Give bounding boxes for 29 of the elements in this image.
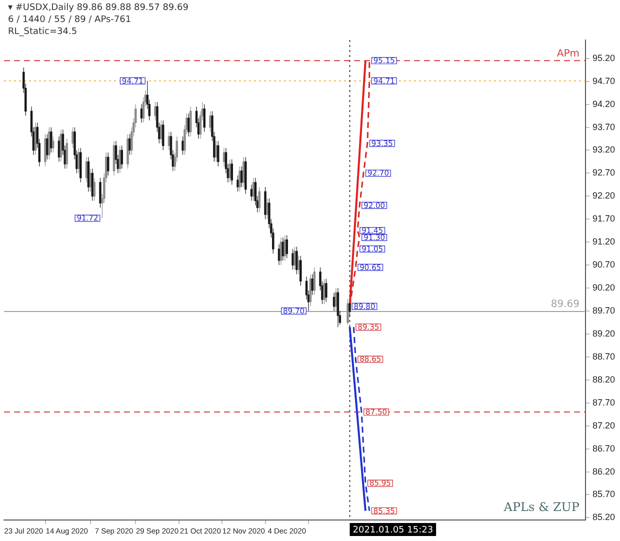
y-tick-label: 85.70 [592, 489, 616, 500]
y-tick-label: 90.20 [592, 282, 616, 293]
y-tick-label: 88.70 [592, 351, 616, 362]
y-tick-label: 88.20 [592, 374, 616, 384]
y-tick-label: 91.20 [592, 236, 616, 247]
y-tick-label: 87.70 [592, 397, 616, 408]
y-tick-label: 86.20 [592, 466, 616, 476]
ref-line-label: 2021.01.05 15:23 [352, 525, 434, 536]
chart-title: ▾ #USDX,Daily 89.86 89.88 89.57 89.69 [8, 2, 189, 13]
ref-line-label: 89.69 [550, 299, 580, 310]
y-tick-label: 92.70 [592, 168, 616, 178]
y-tick-label: 89.20 [592, 328, 616, 338]
ref-line-label: APm [556, 48, 580, 60]
y-tick-label: 94.70 [592, 76, 616, 86]
y-tick-label: 94.20 [592, 98, 616, 109]
y-tick-label: 93.70 [592, 122, 616, 132]
y-tick-label: 87.20 [592, 420, 616, 430]
y-tick-label: 93.20 [592, 144, 616, 155]
candlestick [230, 159, 234, 185]
y-tick-label: 91.70 [592, 214, 616, 224]
chart-subtitle: 6 / 1440 / 55 / 89 / APs-761 [8, 14, 132, 25]
y-tick-label: 85.20 [592, 512, 616, 522]
annotation: APLs & ZUP [502, 500, 580, 514]
y-tick-label: 92.20 [592, 190, 616, 201]
y-tick-label: 90.70 [592, 260, 616, 270]
y-tick-label: 89.70 [592, 305, 616, 316]
y-tick-label: 86.70 [592, 443, 616, 454]
y-tick-label: 95.20 [592, 52, 616, 63]
text: RL_Static=34.5 [8, 26, 78, 37]
